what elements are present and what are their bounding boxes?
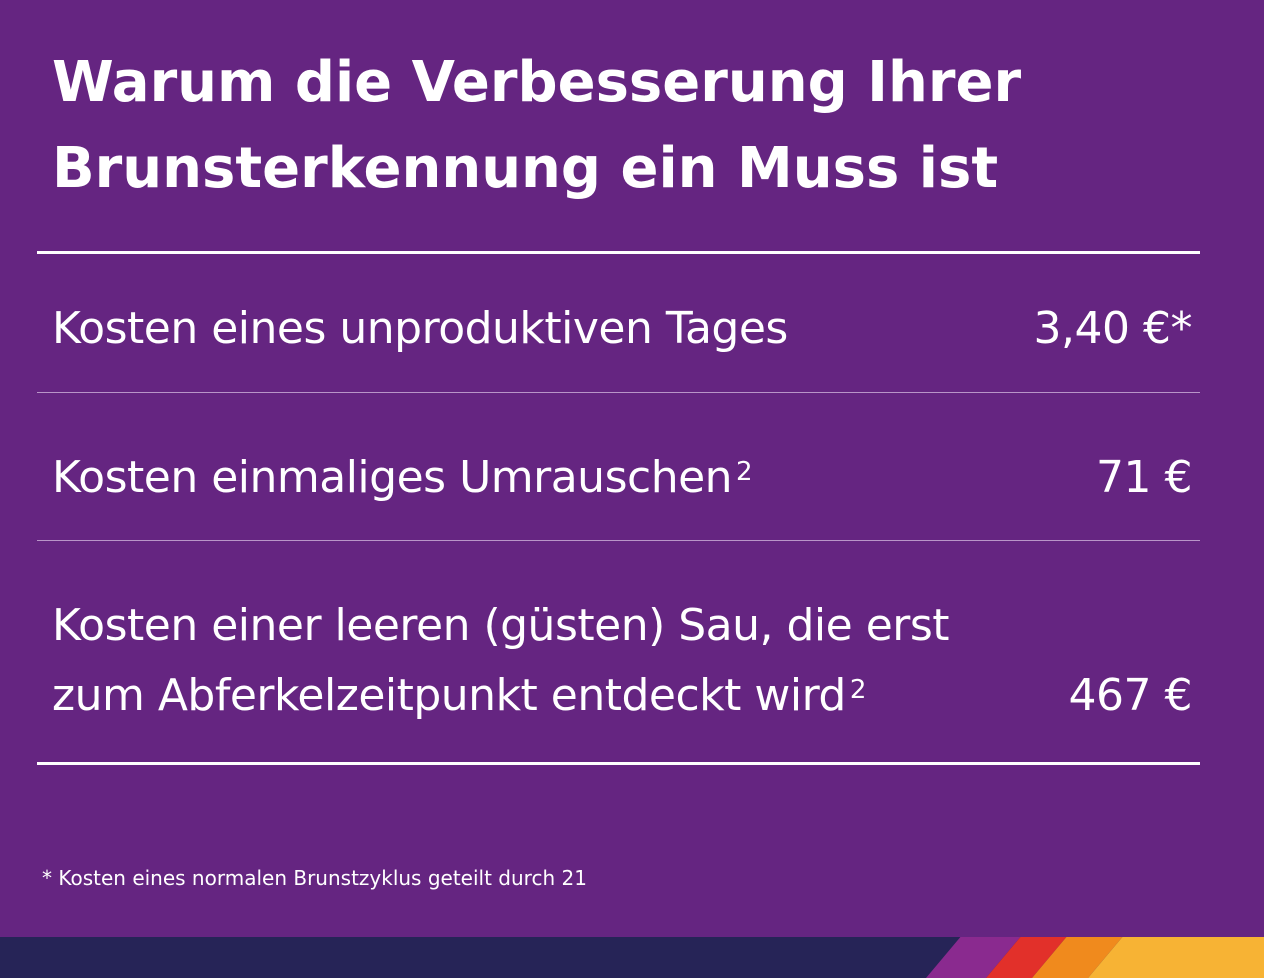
row-label-unproductive-day: Kosten eines unproduktiven Tages (52, 303, 788, 354)
footnote: * Kosten eines normalen Brunstzyklus get… (42, 866, 587, 890)
row-divider-1 (37, 392, 1200, 393)
bottom-divider (37, 762, 1200, 765)
row-value-repeat-service: 71 € (1096, 452, 1192, 503)
title-line-1: Warum die Verbesserung Ihrer (52, 50, 1022, 115)
footer-color-bar (0, 937, 1264, 978)
row-label-empty-sow-line-1: Kosten einer leeren (güsten) Sau, die er… (52, 600, 950, 651)
title-line-2: Brunsterkennung ein Muss ist (52, 136, 999, 201)
row-value-empty-sow: 467 € (1068, 670, 1193, 721)
top-divider (37, 251, 1200, 254)
page-title: Warum die Verbesserung Ihrer Brunsterken… (52, 40, 1202, 212)
footnote-marker-2: 2 (849, 675, 867, 705)
row-label-repeat-service: Kosten einmaliges Umrauschen 2 (52, 452, 753, 503)
footnote-marker-2: 2 (736, 457, 753, 487)
row-value-unproductive-day: 3,40 €* (1033, 303, 1193, 354)
row-divider-2 (37, 540, 1200, 541)
row-label-empty-sow-line-2: zum Abferkelzeitpunkt entdeckt wird 2 (52, 670, 867, 721)
